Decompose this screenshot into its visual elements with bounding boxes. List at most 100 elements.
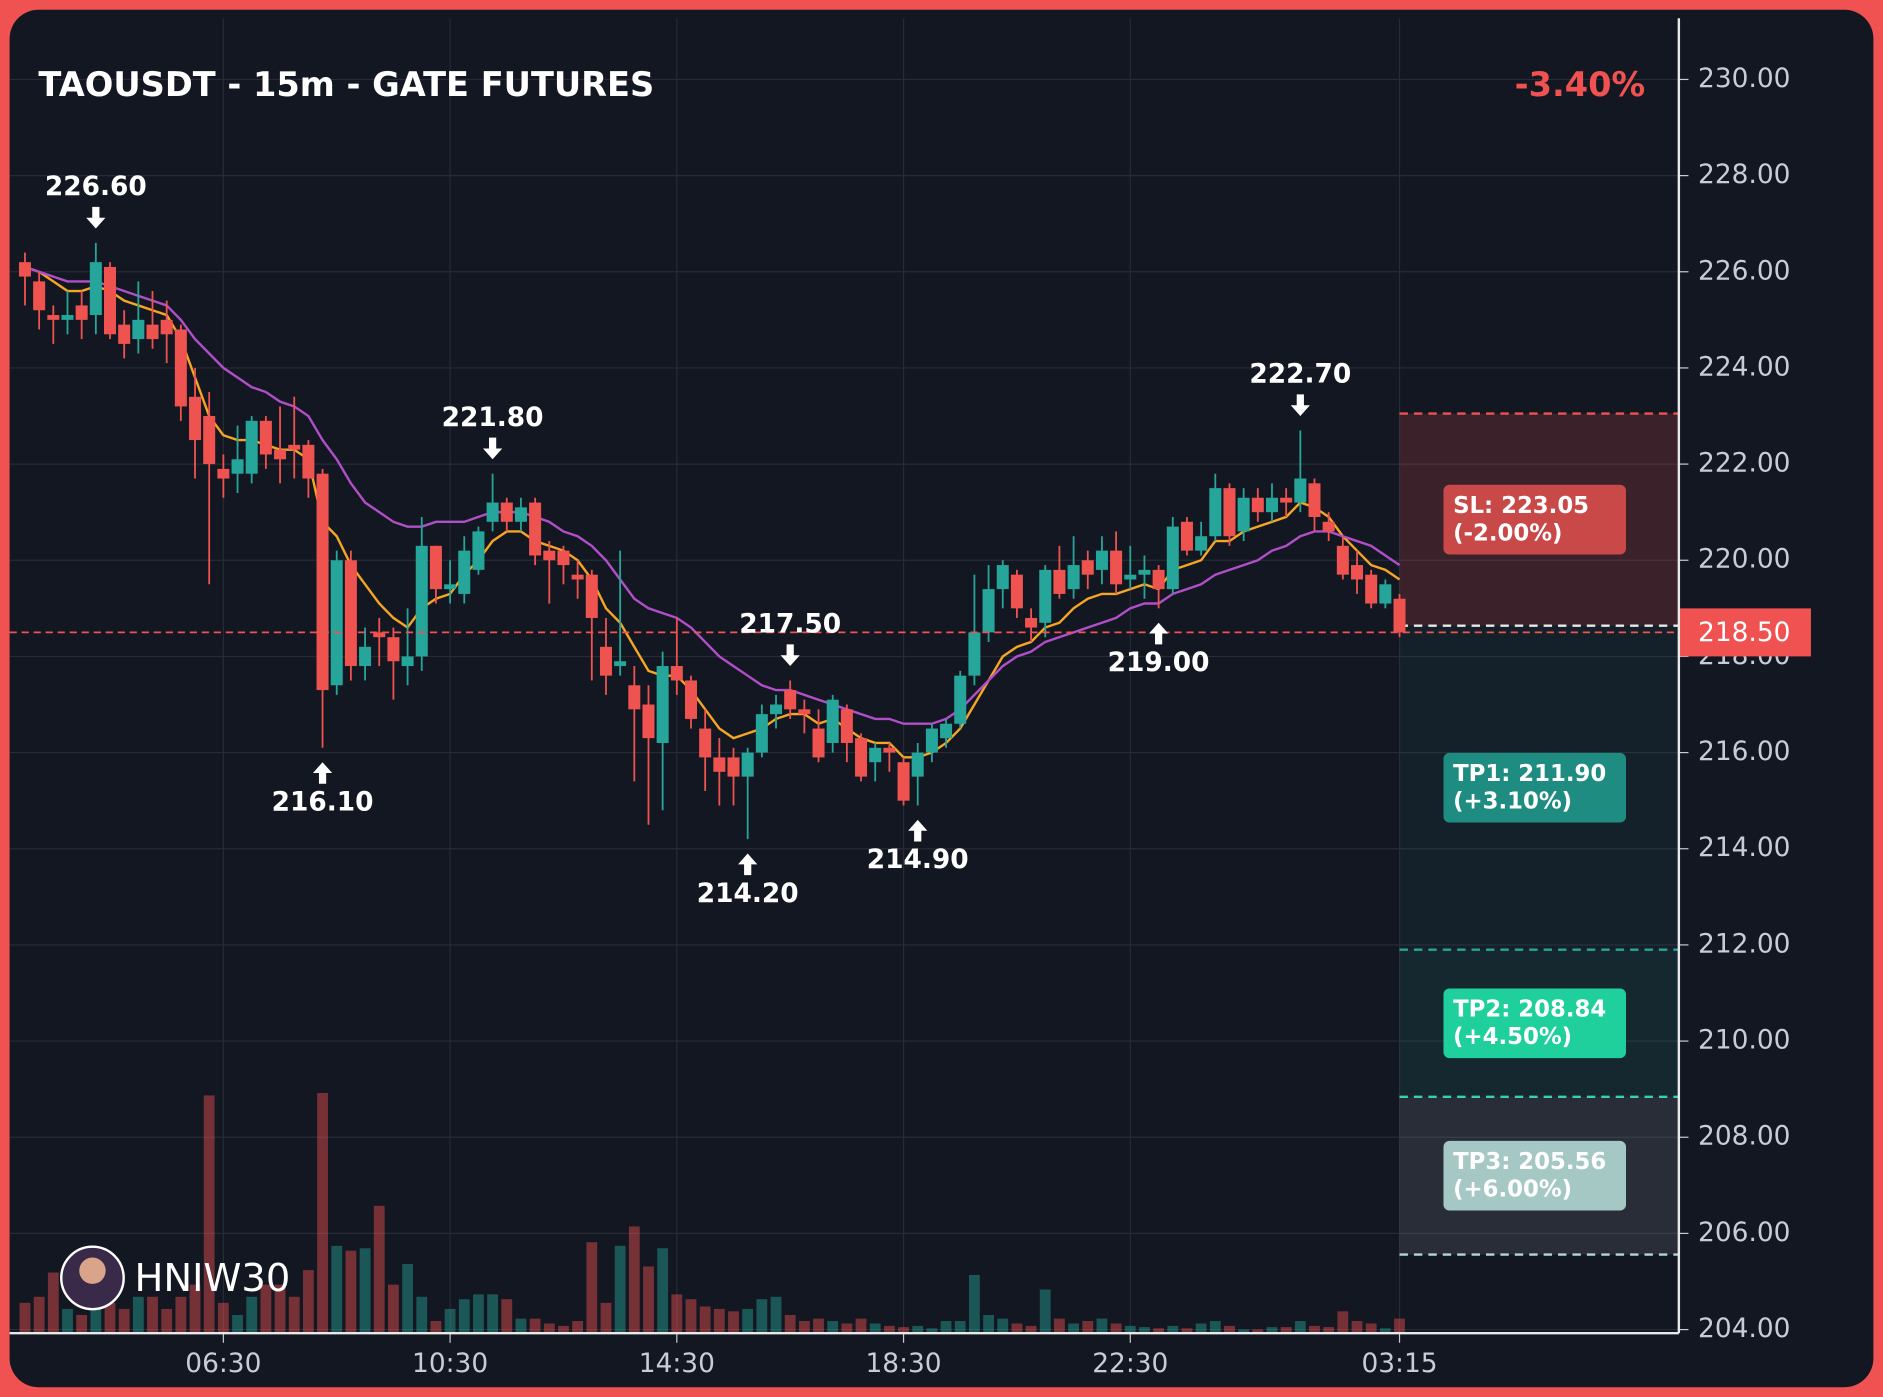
candle-body (855, 738, 868, 777)
arrow-up (908, 819, 928, 842)
y-tick-label: 226.00 (1698, 255, 1790, 286)
volume-bar (118, 1308, 130, 1334)
volume-bar (288, 1296, 300, 1334)
volume-bar (940, 1321, 952, 1334)
candle-body (118, 324, 131, 344)
candle-body (401, 656, 414, 667)
volume-bar (1323, 1327, 1335, 1334)
volume-bar (416, 1296, 428, 1334)
volume-bar (373, 1205, 385, 1334)
candle-body (1053, 569, 1066, 594)
candle-body (812, 728, 825, 758)
volume-bar (1025, 1325, 1037, 1334)
candle-body (146, 324, 159, 340)
volume-bar (954, 1321, 966, 1334)
level-change: (-2.00%) (1453, 521, 1562, 547)
candle-body (727, 757, 740, 777)
arrow-up (312, 762, 333, 784)
candle-body (132, 319, 145, 340)
volume-bar (189, 1284, 201, 1334)
volume-bar (1068, 1323, 1080, 1334)
volume-bar (983, 1314, 994, 1334)
volume-bar (1039, 1289, 1051, 1334)
y-tick-label: 204.00 (1698, 1313, 1790, 1344)
volume-bar (430, 1321, 442, 1334)
volume-bar (1224, 1325, 1235, 1334)
volume-bar (1209, 1321, 1221, 1334)
level-label: TP2: 208.84 (1453, 997, 1606, 1023)
candle-body (1138, 569, 1151, 575)
volume-bar (444, 1308, 456, 1334)
volume-bar (713, 1308, 725, 1334)
candle-body (599, 646, 612, 676)
candle-body (968, 632, 981, 676)
volume-bar (997, 1318, 1009, 1334)
volume-bar (147, 1296, 158, 1334)
y-tick-label: 206.00 (1698, 1217, 1790, 1248)
extreme-label: 219.00 (1108, 647, 1210, 678)
volume-bar (487, 1294, 499, 1334)
candle-body (330, 560, 343, 686)
candle-body (869, 747, 882, 763)
candle-body (713, 757, 726, 772)
extreme-label: 221.80 (442, 402, 544, 433)
volume-bar (473, 1294, 484, 1334)
candle-body (1195, 536, 1208, 551)
candle-body (174, 329, 187, 407)
candle-body (1351, 565, 1364, 580)
volume-bar (1238, 1329, 1250, 1334)
candle-body (1237, 497, 1250, 532)
x-tick-label: 10:30 (412, 1348, 488, 1379)
candle-body (274, 449, 287, 460)
volume-bar (232, 1314, 243, 1334)
candle-body (259, 420, 272, 455)
volume-bar (132, 1296, 144, 1334)
y-tick-label: 208.00 (1698, 1121, 1790, 1152)
x-tick-label: 22:30 (1092, 1348, 1168, 1379)
candle-body (33, 281, 46, 311)
candle-body (500, 502, 513, 522)
candle-body (1294, 478, 1307, 503)
change-label: -3.40% (1515, 65, 1646, 104)
volume-bar (841, 1323, 853, 1334)
y-tick-label: 224.00 (1698, 351, 1790, 382)
volume-bar (1294, 1321, 1306, 1334)
candle-body (1081, 560, 1094, 575)
candle-body (1365, 574, 1378, 604)
volume-bar (855, 1318, 867, 1334)
extreme-label: 222.70 (1249, 359, 1351, 390)
volume-bar (643, 1266, 654, 1334)
y-tick-label: 228.00 (1698, 159, 1790, 190)
volume-bar (274, 1284, 286, 1334)
candle-body (189, 396, 202, 441)
candle-body (486, 502, 499, 522)
level-box (1443, 484, 1627, 555)
volume-bar (1394, 1318, 1405, 1334)
avatar-face (79, 1257, 106, 1284)
candle-body (103, 266, 117, 335)
candle-body (770, 704, 783, 715)
candle-body (911, 752, 924, 777)
candle-body (1209, 488, 1222, 537)
volume-bar (657, 1248, 669, 1334)
candle-body (1110, 550, 1123, 585)
candle-body (1152, 569, 1165, 590)
volume-bar (302, 1270, 314, 1334)
candle-body (1025, 617, 1038, 628)
current-price-label: 218.50 (1698, 617, 1790, 648)
volume-bar (388, 1284, 399, 1334)
y-tick-label: 230.00 (1698, 63, 1790, 94)
volume-bar (317, 1092, 328, 1334)
y-tick-label: 222.00 (1698, 448, 1790, 479)
x-tick-label: 03:15 (1361, 1348, 1437, 1379)
volume-bar (699, 1306, 711, 1334)
candle-body (47, 315, 60, 320)
arrow-up (738, 853, 758, 876)
candle-body (245, 420, 258, 474)
candle-body (1251, 497, 1264, 513)
candle-body (656, 666, 669, 743)
extreme-label: 226.60 (45, 171, 147, 202)
extreme-label: 214.90 (867, 844, 969, 875)
volume-bar (756, 1299, 768, 1334)
volume-bar (458, 1299, 470, 1334)
